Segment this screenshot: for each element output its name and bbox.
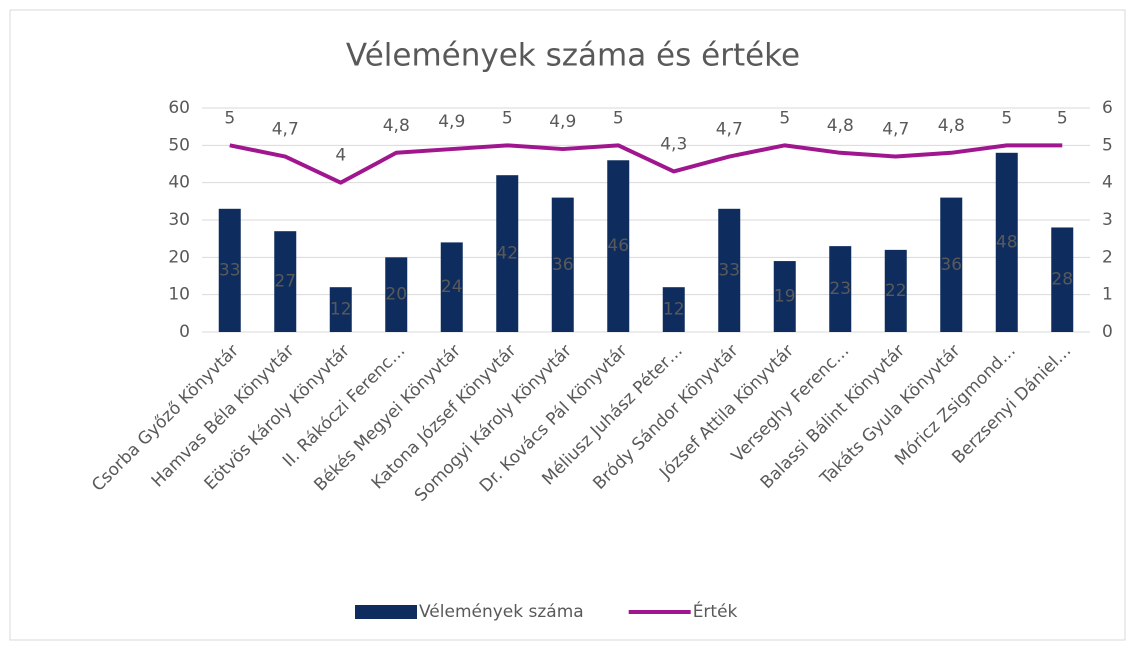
legend-label: Érték [693,600,738,622]
y-tick-label: 30 [168,210,190,230]
bar [551,197,574,332]
bar-value-label: 28 [1051,270,1073,290]
y2-tick-label: 5 [1102,135,1113,155]
y2-tick-label: 0 [1102,322,1113,342]
bar-value-label: 23 [829,279,851,299]
bar-value-label: 46 [607,236,629,256]
bar-value-label: 12 [663,300,685,320]
y-tick-label: 10 [168,285,190,305]
y2-tick-label: 3 [1102,210,1113,230]
line-value-label: 4 [335,146,346,166]
line-value-label: 4,3 [660,134,687,154]
bar [607,160,630,332]
line-value-label: 4,8 [938,116,965,136]
line-value-label: 4,9 [438,112,465,132]
bar [884,249,907,332]
legend-label: Vélemények száma [419,602,584,622]
bar [274,231,297,332]
bar-value-label: 12 [330,300,352,320]
y2-tick-label: 6 [1102,98,1113,118]
bar [773,261,796,332]
chart-title: Vélemények száma és értéke [346,38,800,74]
bar [440,242,463,332]
line-value-label: 5 [613,108,624,128]
bar [218,208,241,332]
line-value-label: 5 [779,108,790,128]
bar [329,287,352,332]
bar [829,246,852,332]
bar-value-label: 20 [385,285,407,305]
bar [385,257,408,332]
line-value-label: 4,8 [827,116,854,136]
bar-value-label: 19 [774,287,796,307]
bar [1051,227,1074,332]
bar-value-label: 33 [718,260,740,280]
y2-tick-label: 1 [1102,285,1113,305]
line-value-label: 4,9 [549,112,576,132]
bar [995,152,1018,332]
line-value-label: 4,7 [882,120,909,140]
y-tick-label: 40 [168,173,190,193]
y-tick-label: 50 [168,135,190,155]
bar-value-label: 42 [496,244,518,264]
y2-tick-label: 4 [1102,173,1113,193]
bar-value-label: 33 [219,260,241,280]
y2-tick-label: 2 [1102,247,1113,267]
bar [496,175,519,332]
bar-value-label: 36 [552,255,574,275]
bar-value-label: 27 [274,272,296,292]
bar-value-label: 22 [885,281,907,301]
y-tick-label: 20 [168,247,190,267]
line-value-label: 4,7 [272,120,299,140]
bar-value-label: 48 [996,232,1018,252]
legend-swatch [355,605,417,619]
bar [940,197,963,332]
bar-value-label: 24 [441,277,463,297]
line-value-label: 4,8 [383,116,410,136]
bar [662,287,685,332]
y-tick-label: 0 [179,322,190,342]
bar-value-label: 36 [940,255,962,275]
bar [718,208,741,332]
line-value-label: 5 [502,108,513,128]
line-value-label: 5 [224,108,235,128]
line-value-label: 4,7 [716,120,743,140]
line-value-label: 5 [1057,108,1068,128]
line-value-label: 5 [1001,108,1012,128]
y-tick-label: 60 [168,98,190,118]
line [229,143,1063,185]
